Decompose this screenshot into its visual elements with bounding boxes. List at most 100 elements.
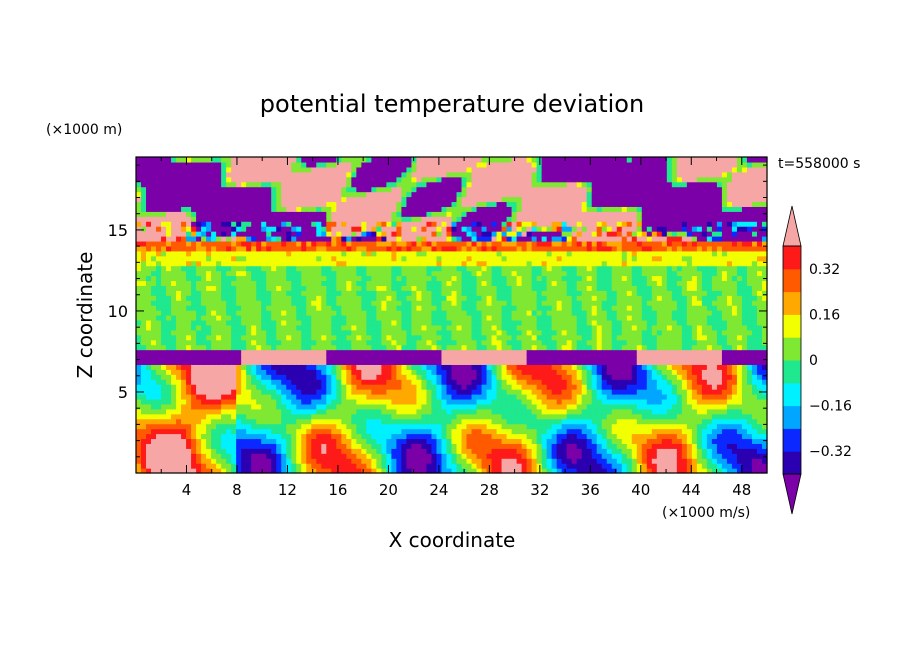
heatmap-cell	[486, 324, 493, 331]
heatmap-cell	[151, 458, 157, 464]
heatmap-cell	[316, 443, 322, 449]
heatmap-cell	[401, 448, 408, 454]
heatmap-cell	[501, 423, 508, 430]
heatmap-cell	[286, 186, 292, 193]
heatmap-cell	[216, 305, 222, 311]
heatmap-cell	[216, 240, 222, 247]
heatmap-cell	[241, 453, 247, 459]
heatmap-cell	[351, 428, 357, 435]
heatmap-cell	[246, 443, 252, 449]
heatmap-cell	[176, 448, 182, 454]
heatmap-cell	[166, 300, 172, 306]
heatmap-cell	[431, 176, 438, 183]
heatmap-cell	[266, 201, 272, 207]
heatmap-cell	[206, 339, 212, 346]
heatmap-cell	[376, 176, 382, 183]
heatmap-cell	[396, 334, 403, 341]
heatmap-cell	[141, 191, 147, 198]
heatmap-cell	[271, 295, 277, 301]
heatmap-cell	[381, 329, 387, 336]
heatmap-cell	[306, 403, 312, 410]
heatmap-cell	[416, 270, 423, 277]
heatmap-cell	[156, 428, 162, 435]
heatmap-cell	[376, 201, 382, 207]
heatmap-cell	[296, 186, 302, 193]
heatmap-cell	[291, 394, 297, 400]
heatmap-cell	[376, 216, 382, 222]
heatmap-cell	[271, 428, 277, 435]
heatmap-cell	[501, 413, 508, 420]
heatmap-cell	[241, 349, 247, 356]
heatmap-cell	[411, 374, 418, 380]
heatmap-cell	[256, 211, 262, 217]
heatmap-cell	[446, 186, 453, 193]
heatmap-cell	[171, 413, 177, 420]
heatmap-cell	[501, 433, 508, 440]
heatmap-cell	[486, 236, 493, 242]
heatmap-cell	[461, 443, 468, 449]
heatmap-cell	[301, 226, 307, 232]
heatmap-cell	[201, 206, 207, 212]
heatmap-cell	[321, 305, 327, 311]
heatmap-cell	[521, 453, 528, 459]
heatmap-cell	[291, 423, 297, 430]
heatmap-cell	[341, 394, 347, 400]
heatmap-cell	[136, 231, 142, 237]
heatmap-cell	[181, 428, 187, 435]
heatmap-cell	[366, 413, 372, 420]
heatmap-cell	[371, 221, 377, 227]
heatmap-cell	[521, 191, 528, 198]
heatmap-cell	[366, 359, 372, 365]
heatmap-cell	[431, 403, 438, 410]
heatmap-cell	[381, 226, 387, 232]
heatmap-cell	[151, 255, 157, 262]
heatmap-cell	[461, 334, 468, 341]
heatmap-cell	[226, 240, 232, 247]
heatmap-cell	[411, 270, 418, 277]
heatmap-cell	[456, 334, 463, 341]
heatmap-cell	[506, 280, 513, 286]
heatmap-cell	[341, 324, 347, 331]
heatmap-cell	[166, 443, 172, 449]
heatmap-cell	[316, 349, 322, 356]
heatmap-cell	[366, 226, 372, 232]
heatmap-cell	[241, 231, 247, 237]
heatmap-cell	[151, 344, 157, 351]
heatmap-cell	[316, 438, 322, 444]
heatmap-cell	[311, 324, 317, 331]
heatmap-cell	[511, 176, 518, 183]
heatmap-cell	[346, 295, 352, 301]
heatmap-cell	[356, 221, 362, 227]
heatmap-cell	[231, 236, 237, 242]
heatmap-cell	[501, 275, 508, 282]
heatmap-cell	[276, 398, 282, 405]
heatmap-cell	[186, 226, 192, 232]
heatmap-cell	[481, 171, 488, 178]
heatmap-cell	[241, 310, 247, 316]
heatmap-cell	[291, 171, 297, 178]
heatmap-cell	[296, 250, 302, 257]
heatmap-cell	[276, 240, 282, 247]
heatmap-cell	[356, 255, 362, 262]
heatmap-cell	[521, 334, 528, 341]
heatmap-cell	[191, 438, 197, 444]
heatmap-cell	[441, 181, 448, 188]
heatmap-cell	[406, 255, 413, 262]
heatmap-cell	[401, 389, 408, 395]
heatmap-cell	[496, 339, 503, 346]
heatmap-cell	[176, 305, 182, 311]
heatmap-cell	[276, 176, 282, 183]
heatmap-cell	[156, 255, 162, 262]
heatmap-cell	[206, 453, 212, 459]
heatmap-cell	[201, 236, 207, 242]
heatmap-cell	[506, 186, 513, 193]
heatmap-cell	[241, 364, 247, 370]
heatmap-cell	[331, 408, 337, 415]
heatmap-cell	[306, 389, 312, 395]
heatmap-cell	[506, 374, 513, 380]
heatmap-cell	[501, 216, 508, 222]
heatmap-cell	[451, 265, 458, 272]
heatmap-cell	[426, 310, 433, 316]
heatmap-cell	[356, 364, 362, 370]
